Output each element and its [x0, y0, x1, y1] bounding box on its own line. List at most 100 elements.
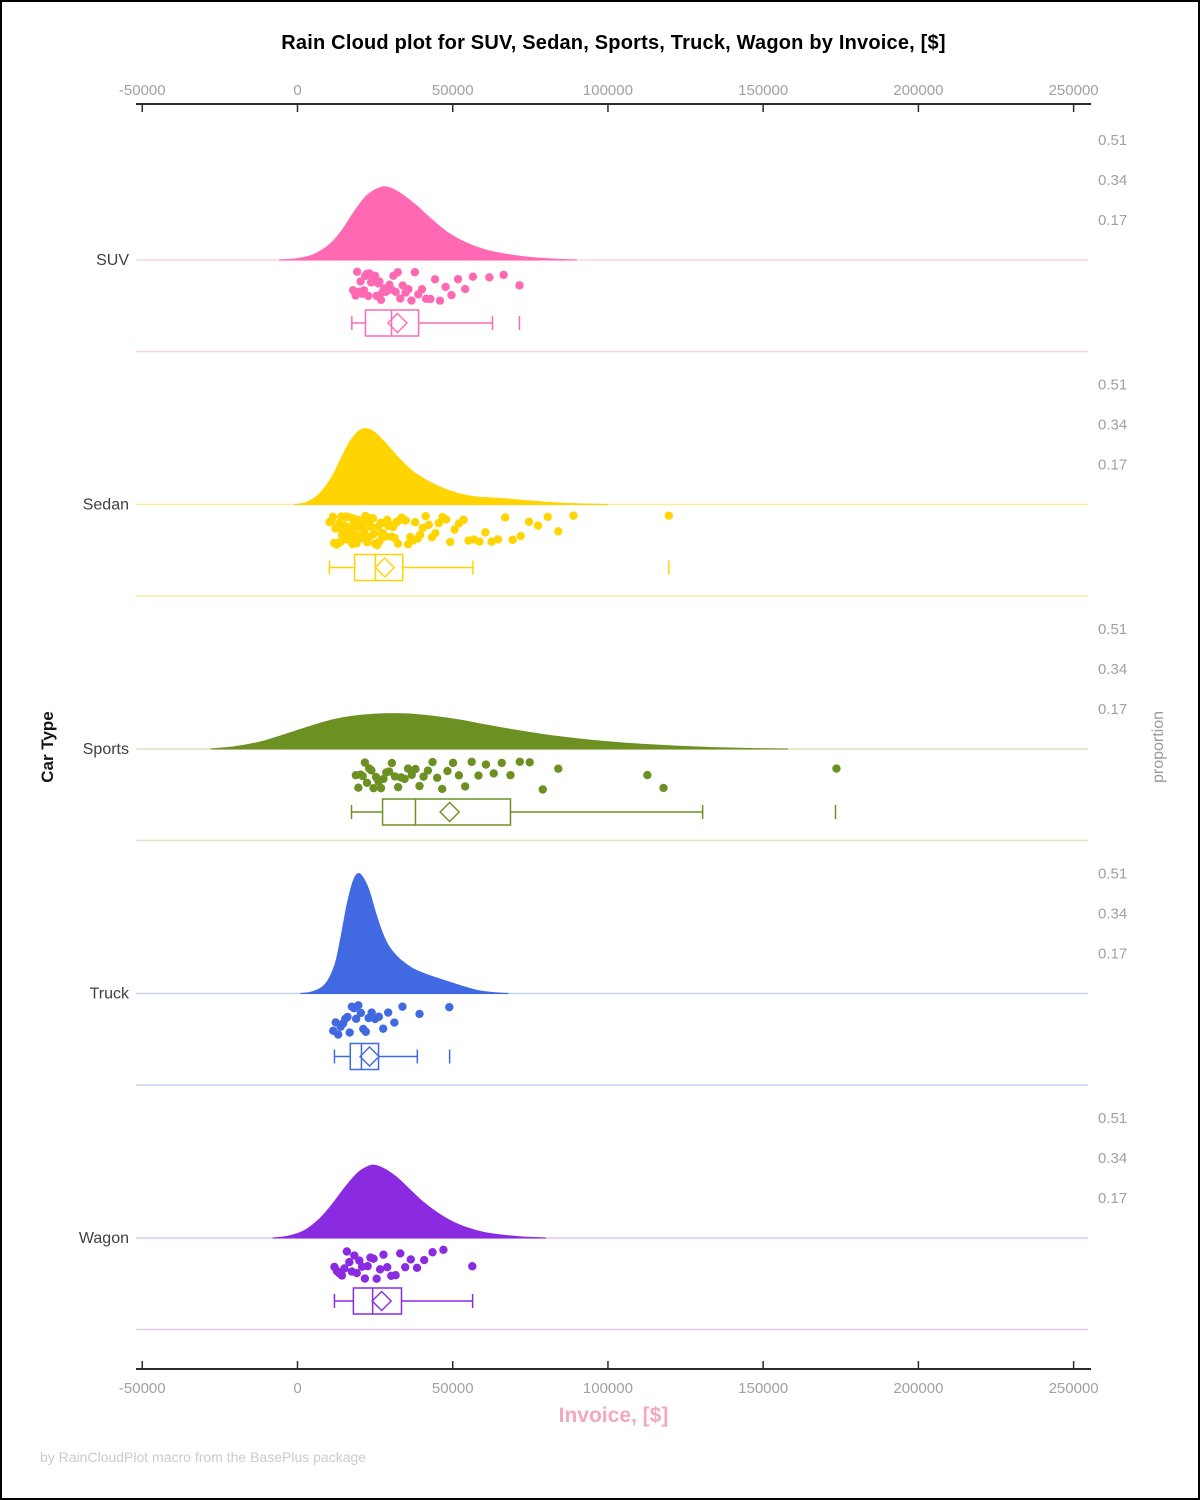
top-axis-tick-label: 50000	[432, 82, 474, 99]
data-point-truck	[333, 1030, 343, 1039]
data-point-sports	[481, 760, 491, 769]
data-point-sports	[376, 783, 386, 793]
y-axis-title: Car Type	[38, 711, 57, 783]
band-sedan: 0.17 0.34 0.51 Sedan	[83, 377, 1127, 597]
data-point-sports	[362, 778, 372, 787]
data-point-truck	[354, 1001, 363, 1010]
data-point-sports	[428, 757, 437, 767]
data-point-wagon	[337, 1271, 347, 1280]
data-point-sedan	[431, 529, 440, 538]
data-point-sports	[515, 757, 524, 766]
data-point-sedan	[533, 521, 543, 530]
data-point-sports	[423, 766, 433, 775]
data-point-sedan	[366, 522, 376, 531]
bottom-axis-tick-label: 50000	[432, 1380, 474, 1397]
data-point-wagon	[412, 1263, 422, 1273]
data-point-wagon	[419, 1255, 429, 1265]
band-label-sports: Sports	[83, 741, 129, 758]
data-point-truck	[445, 1002, 454, 1012]
data-point-sports	[489, 769, 498, 778]
band-truck: 0.17 0.34 0.51 Truck	[90, 866, 1127, 1086]
density-sedan	[294, 428, 608, 505]
data-point-sedan	[393, 539, 403, 548]
band-label-sedan: Sedan	[83, 497, 129, 514]
proportion-tick-label: 0.34	[1098, 906, 1127, 923]
data-point-sports	[393, 782, 403, 792]
proportion-tick-label: 0.17	[1098, 701, 1127, 718]
mean-diamond	[371, 1290, 393, 1312]
data-point-suv	[376, 295, 386, 305]
data-point-suv	[447, 290, 456, 300]
data-point-wagon	[383, 1262, 392, 1272]
proportion-tick-label: 0.34	[1098, 172, 1127, 189]
band-wagon: 0.17 0.34 0.51 Wagon	[79, 1110, 1127, 1331]
data-point-sports	[400, 774, 409, 784]
data-point-wagon	[391, 1270, 400, 1280]
data-point-wagon	[340, 1264, 349, 1273]
chart-title: Rain Cloud plot for SUV, Sedan, Sports, …	[281, 32, 946, 54]
data-point-truck	[361, 1027, 370, 1036]
proportion-tick-label: 0.17	[1098, 1190, 1127, 1207]
mean-diamond	[439, 801, 461, 823]
data-point-sports	[659, 783, 668, 793]
data-point-truck	[345, 1028, 354, 1037]
data-point-wagon	[401, 1262, 410, 1272]
data-point-sports	[506, 770, 515, 780]
data-point-truck	[415, 1009, 424, 1019]
data-point-sports	[403, 764, 413, 773]
data-point-sedan	[508, 535, 517, 544]
data-point-sedan	[500, 513, 510, 522]
data-point-sedan	[543, 512, 552, 522]
data-point-suv	[370, 271, 380, 281]
data-point-suv	[453, 274, 463, 284]
data-point-sports	[832, 764, 841, 773]
top-axis-tick-label: 0	[293, 82, 301, 99]
data-point-sports	[379, 774, 388, 784]
data-point-wagon	[345, 1257, 354, 1267]
data-point-truck	[398, 1002, 407, 1011]
data-point-suv	[426, 294, 435, 304]
data-point-sedan	[415, 530, 425, 539]
data-point-suv	[468, 272, 478, 281]
data-point-truck	[367, 1008, 376, 1017]
bottom-axis-tick-label: 200000	[893, 1380, 943, 1397]
data-point-wagon	[468, 1262, 477, 1271]
proportion-tick-label: 0.34	[1098, 417, 1127, 434]
data-point-suv	[460, 284, 470, 294]
data-point-sports	[437, 784, 447, 794]
data-point-wagon	[439, 1245, 448, 1254]
bottom-axis-tick-label: 150000	[738, 1380, 788, 1397]
top-axis-tick-label: 100000	[583, 82, 633, 99]
data-point-suv	[396, 294, 405, 303]
data-point-sedan	[493, 535, 503, 544]
data-point-sedan	[442, 515, 451, 524]
box-iqr	[381, 798, 512, 826]
data-point-sports	[367, 766, 376, 775]
proportion-tick-label: 0.17	[1098, 212, 1127, 229]
data-point-sedan	[664, 511, 673, 520]
data-point-wagon	[406, 1255, 416, 1264]
data-point-suv	[359, 286, 369, 295]
bottom-axis-tick-label: 0	[293, 1380, 301, 1397]
proportion-tick-label: 0.17	[1098, 457, 1127, 474]
data-point-sedan	[554, 527, 563, 536]
data-point-sports	[454, 771, 464, 780]
data-point-suv	[515, 281, 524, 290]
data-point-sports	[384, 767, 394, 776]
data-point-sedan	[375, 537, 384, 546]
proportion-tick-label: 0.51	[1098, 377, 1127, 394]
data-point-sports	[538, 785, 547, 794]
data-point-sports	[467, 757, 476, 767]
proportion-tick-label: 0.34	[1098, 1150, 1127, 1167]
data-point-sedan	[424, 520, 434, 530]
data-point-suv	[430, 275, 440, 284]
data-point-suv	[417, 285, 427, 294]
data-point-sports	[358, 771, 367, 781]
proportion-tick-label: 0.17	[1098, 946, 1127, 963]
proportion-tick-label: 0.51	[1098, 132, 1127, 149]
data-point-sports	[354, 783, 363, 792]
box-iqr	[353, 553, 404, 582]
density-suv	[278, 186, 577, 261]
data-point-sedan	[328, 512, 338, 522]
data-point-sedan	[475, 537, 484, 546]
